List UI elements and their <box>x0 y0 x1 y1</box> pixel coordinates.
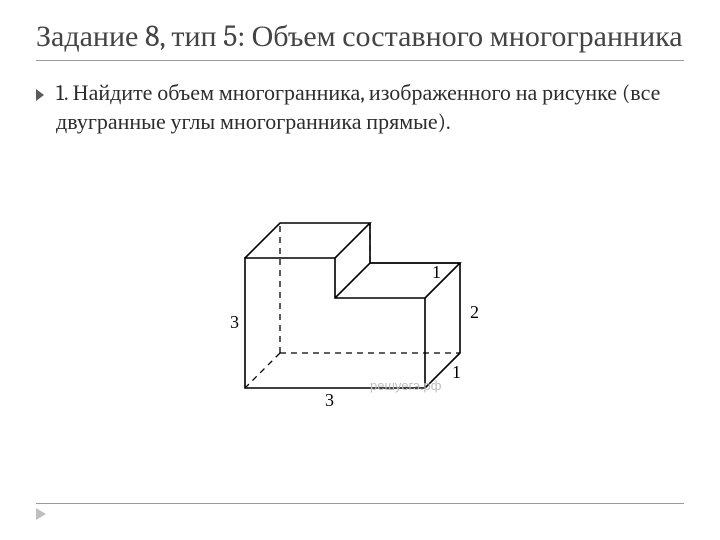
title-block: Задание 8, тип 5: Объем составного много… <box>36 18 684 61</box>
dim-right-depth: 1 <box>452 362 461 382</box>
page-title: Задание 8, тип 5: Объем составного много… <box>36 18 684 56</box>
problem-text: 1. Найдите объем многогранника, изображе… <box>56 79 684 138</box>
footer-divider <box>36 503 684 520</box>
dim-step-top: 1 <box>432 262 441 282</box>
dim-right-height: 2 <box>470 302 479 322</box>
polyhedron-figure: 3 3 2 1 1 решуегэ.рф <box>195 178 525 408</box>
figure-container: 3 3 2 1 1 решуегэ.рф <box>36 178 684 408</box>
bullet-icon <box>36 89 46 101</box>
watermark-text: решуегэ.рф <box>370 378 442 393</box>
dim-left-height: 3 <box>230 312 239 332</box>
dim-bottom-width: 3 <box>325 390 334 408</box>
footer-flag-icon <box>36 508 46 520</box>
problem-row: 1. Найдите объем многогранника, изображе… <box>36 79 684 138</box>
